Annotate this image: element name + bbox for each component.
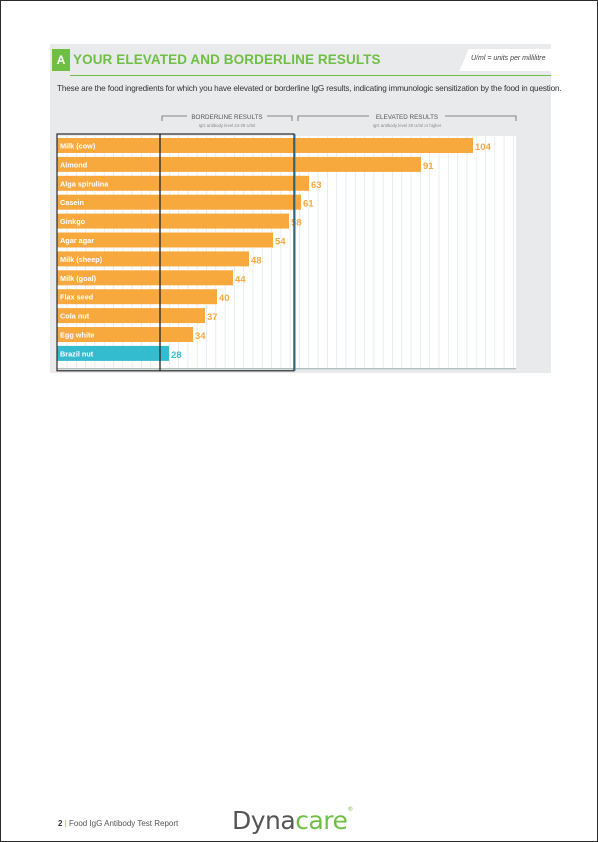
bar [57,308,205,324]
bar-value-label: 44 [235,274,246,285]
bar-value-label: 37 [207,312,218,323]
logo-text-care: care [295,806,348,835]
borderline-subheading: IgG antibody level 24-29 U/ml [199,123,256,128]
bar [57,138,473,153]
logo-registered-mark: ® [347,806,353,813]
section-badge: A [52,49,70,71]
bar-category-label: Flax seed [60,293,93,302]
bar-value-label: 40 [219,293,230,304]
bar-category-label: Cola nut [60,312,90,321]
bar-value-label: 28 [171,350,182,361]
bar-category-label: Ginkgo [60,217,86,226]
bar-category-label: Almond [60,160,87,169]
borderline-zone-frame [159,133,295,372]
bar-value-label: 104 [475,142,492,153]
report-title: Food IgG Antibody Test Report [69,819,179,828]
logo-text-dyna: Dyna [232,806,296,835]
bar [57,345,169,361]
bar-value-label: 63 [311,180,322,191]
footer-separator: | [64,819,67,828]
units-note: U/ml = units per millilitre [471,55,546,62]
results-bar-chart: Milk (cow) 104 Almond 91 Alga spirulina 63 Cas… [56,112,517,372]
bar [57,156,421,172]
bar [57,175,309,191]
bar-category-label: Brazil nut [60,349,94,358]
bar-category-label: Egg white [60,331,94,340]
bar-value-label: 54 [275,237,286,248]
bar [57,289,217,305]
bar-value-label: 48 [251,255,262,266]
bar-category-label: Alga spirulina [60,179,109,188]
bar-value-label: 34 [195,331,206,342]
bar [57,270,233,286]
page-number: 2 [58,819,63,828]
results-panel: A YOUR ELEVATED AND BORDERLINE RESULTS U… [50,44,562,373]
borderline-heading: BORDERLINE RESULTS [191,114,262,121]
bar [57,213,289,229]
units-tab [458,49,551,71]
section-title: YOUR ELEVATED AND BORDERLINE RESULTS [73,52,381,67]
bar-value-label: 91 [423,161,434,172]
borderline-heading-bg [187,112,267,120]
elevated-subheading: IgG antibody level 30 U/ml or higher [373,123,442,128]
elevated-heading-bg [369,112,445,120]
bar-value-label: 61 [303,199,314,210]
bar-value-label: 58 [291,218,302,229]
bar-category-label: Milk (goal) [60,274,97,283]
dynacare-logo: Dynacare® [232,806,353,835]
intro-text: These are the food ingredients for which… [57,84,562,93]
title-underline [70,75,551,76]
elevated-heading: ELEVATED RESULTS [376,114,438,121]
bar-category-label: Casein [60,198,84,207]
footer: 2 | Food IgG Antibody Test Report [58,819,178,828]
bar-category-label: Agar agar [60,236,94,245]
bar [57,251,249,267]
bar-category-label: Milk (sheep) [60,255,103,264]
bar [57,232,273,248]
bar [57,327,193,342]
bar [57,194,301,210]
section-header: A YOUR ELEVATED AND BORDERLINE RESULTS U… [50,49,551,76]
bar-category-label: Milk (cow) [60,142,96,151]
